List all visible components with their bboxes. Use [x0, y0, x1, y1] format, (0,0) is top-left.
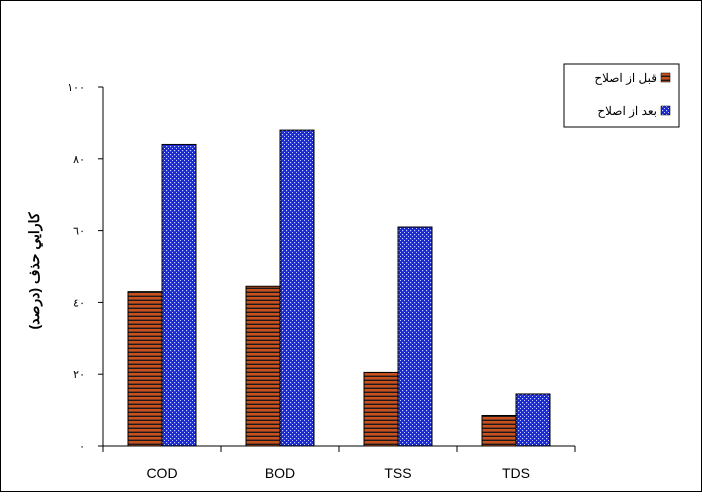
x-tick-label: TDS — [502, 465, 530, 481]
legend-swatch-after — [660, 105, 671, 116]
legend-swatch-before — [660, 72, 671, 83]
y-tick-label: ١٠٠ — [67, 82, 85, 94]
y-tick-label: ٦٠ — [73, 226, 85, 238]
legend: قبل از اصلاح بعد از اصلاح — [563, 63, 680, 128]
bar-before-tss — [363, 371, 399, 447]
bar-before-cod — [127, 291, 163, 447]
y-tick-label: ٢٠ — [73, 369, 85, 381]
tick-labels: ٠ ٢٠ ٤٠ ٦٠ ٨٠ ١٠٠ COD BOD TSS TDS — [67, 82, 530, 481]
y-tick-label: ٠ — [79, 441, 85, 453]
x-tick-label: COD — [146, 465, 177, 481]
x-tick-label: BOD — [265, 465, 295, 481]
bar-before-tds — [481, 414, 517, 447]
y-axis-label: كارايي حذف (درصد) — [26, 212, 43, 329]
bar-after-cod — [161, 143, 197, 447]
x-tick-label: TSS — [384, 465, 411, 481]
bar-after-tss — [397, 226, 433, 447]
legend-label-before: قبل از اصلاح — [594, 71, 657, 85]
legend-box — [563, 63, 680, 128]
y-tick-label: ٨٠ — [73, 154, 85, 166]
bar-after-bod — [279, 129, 315, 447]
bars — [127, 129, 551, 447]
y-tick-label: ٤٠ — [73, 297, 85, 309]
legend-label-after: بعد از اصلاح — [597, 104, 657, 118]
bar-before-bod — [245, 285, 281, 447]
bar-after-tds — [515, 393, 551, 447]
